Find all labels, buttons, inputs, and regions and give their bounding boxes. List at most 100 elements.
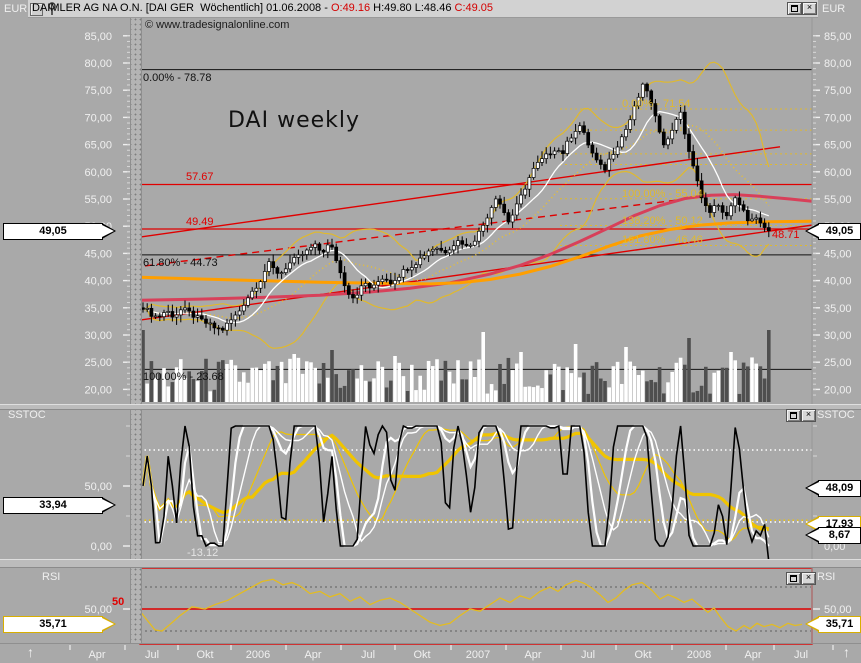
volume-bar (258, 370, 263, 402)
volume-bar (233, 365, 238, 402)
volume-bar (435, 359, 439, 402)
rsi-restore-button[interactable] (786, 572, 801, 585)
left-axis-label: 35,00 (84, 303, 112, 315)
volume-bar (678, 357, 683, 402)
x-axis-label: Okt (413, 649, 430, 661)
sstoc-value-callout-left: 33,94 (3, 496, 116, 514)
candle-body (359, 285, 364, 296)
volume-bar (225, 363, 229, 402)
volume-bar (670, 371, 674, 402)
candle-body (330, 244, 334, 248)
callout-value: 35,71 (825, 618, 854, 631)
candle-body (250, 290, 255, 299)
candle-body (468, 244, 473, 247)
volume-bar (468, 361, 473, 402)
x-axis-label: 2006 (246, 649, 270, 661)
volume-bar (162, 368, 166, 402)
volume-bar (208, 391, 212, 402)
main-close-button[interactable]: × (802, 2, 817, 15)
volume-bar (636, 375, 641, 402)
candle-body (418, 257, 423, 266)
candle-body (401, 269, 406, 278)
volume-bar (628, 361, 632, 402)
volume-bar (624, 347, 628, 402)
volume-bar (300, 373, 305, 402)
volume-bar (145, 383, 149, 402)
sstoc-black-line (142, 424, 770, 562)
volume-bar (515, 363, 519, 402)
candle-body (363, 283, 368, 287)
volume-bar (452, 383, 456, 402)
chart-title-bar[interactable] (28, 0, 818, 18)
volume-bar (615, 361, 620, 402)
scroll-up-arrow-left[interactable]: ↑ (27, 644, 34, 660)
rsi-close-button[interactable]: × (801, 572, 816, 585)
candle-body (632, 105, 637, 121)
candle-body (762, 222, 767, 228)
pin-icon[interactable] (46, 2, 58, 16)
rsi-panel-splitter[interactable] (0, 559, 861, 568)
sstoc-restore-button[interactable] (786, 409, 801, 422)
candle-body (573, 131, 578, 139)
sstoc-white-d-line (142, 425, 770, 546)
sstoc-panel-splitter[interactable] (0, 404, 861, 410)
candle-body (367, 283, 372, 289)
right-axis-label: 85,00 (824, 31, 852, 43)
volume-bar (174, 367, 179, 402)
candle-body (355, 294, 360, 299)
scroll-up-arrow-right[interactable]: ↑ (843, 644, 850, 660)
volume-bar (439, 380, 443, 402)
candle-body (523, 188, 528, 196)
volume-bar (498, 364, 502, 402)
fib-retracement-label: 0.00% - 78.78 (143, 71, 212, 84)
volume-bar (746, 366, 750, 402)
chart-annotation[interactable]: DAI weekly (228, 108, 361, 133)
restore-icon (790, 412, 797, 419)
sstoc-slow-yellow-thick (141, 431, 769, 531)
candle-body (514, 203, 519, 216)
sstoc-close-button[interactable]: × (801, 409, 816, 422)
volume-bar (426, 360, 431, 402)
title-instrument: DAIMLER AG NA O.N. [DAI GER Wöchentlich]… (32, 2, 331, 14)
volume-bar (195, 381, 200, 402)
candle-body (485, 217, 490, 226)
candle-body (183, 307, 187, 311)
candle-body (300, 254, 305, 256)
volume-bar (326, 377, 330, 402)
trendline (140, 146, 781, 238)
volume-bar (729, 352, 733, 402)
candle-body (750, 218, 754, 222)
candle-body (233, 314, 238, 321)
sstoc-label-left: SSTOC (8, 409, 46, 421)
volume-bar (737, 393, 742, 402)
candle-body (556, 150, 561, 153)
fib-extension-label: 138.20% - 50.12 (622, 214, 703, 227)
volume-bar (342, 385, 347, 402)
volume-bar (216, 361, 221, 402)
candle-body (296, 254, 301, 258)
candle-body (716, 205, 721, 207)
x-axis-label: Okt (634, 649, 651, 661)
sstoc-plot-group (140, 424, 812, 562)
volume-bar (683, 364, 687, 402)
candle-body (422, 255, 427, 259)
volume-bar (704, 366, 708, 402)
volume-bar (237, 381, 242, 402)
volume-bar (485, 393, 490, 402)
main-restore-button[interactable] (787, 2, 802, 15)
trendline (140, 224, 812, 321)
callout-value: 33,94 (39, 498, 67, 511)
candle-body (678, 111, 683, 120)
vertical-splitter[interactable] (130, 0, 142, 643)
candle-body (376, 281, 381, 286)
volume-bar (347, 370, 351, 402)
right-axis-label: 35,00 (824, 303, 852, 315)
x-axis-label: Apr (524, 649, 541, 661)
candle-body (745, 209, 750, 222)
candle-body (691, 151, 696, 167)
left-axis-currency: EUR (4, 3, 28, 15)
volume-bar (229, 359, 233, 402)
fib-extension-label: 0.00% - 71.54 (622, 98, 691, 111)
volume-bar (586, 393, 590, 402)
